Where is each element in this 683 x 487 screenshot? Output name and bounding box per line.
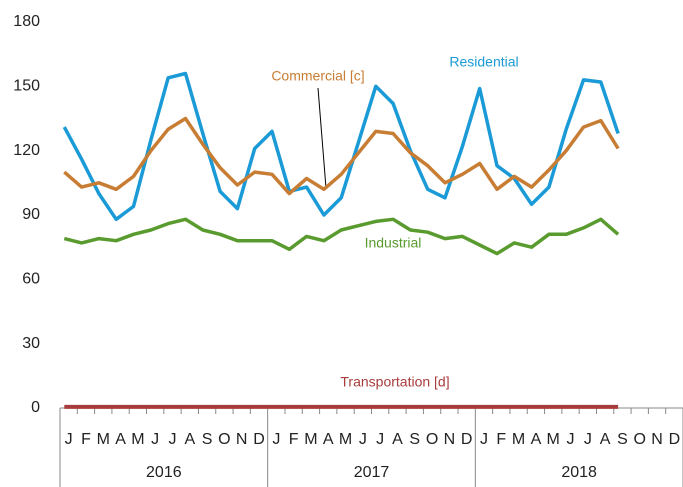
x-tick-label: M [304, 431, 317, 448]
x-tick-label: J [272, 431, 280, 448]
x-tick-label: J [168, 431, 176, 448]
x-tick-label: M [339, 431, 352, 448]
x-tick-label: A [600, 431, 611, 448]
x-tick-label: M [512, 431, 525, 448]
group-label: 2017 [354, 464, 390, 481]
x-tick-label: J [376, 431, 384, 448]
leader-line [317, 87, 327, 189]
x-tick-label: J [584, 431, 592, 448]
x-tick-label: D [461, 431, 473, 448]
x-tick-label: M [97, 431, 110, 448]
x-tick-label: N [236, 431, 248, 448]
x-tick-label: M [547, 431, 560, 448]
y-tick-label: 120 [13, 142, 40, 159]
y-tick-label: 90 [22, 206, 40, 223]
series-line [63, 116, 620, 196]
y-tick-label: 150 [13, 78, 40, 95]
x-tick-label: S [409, 431, 420, 448]
x-tick-label: J [359, 431, 367, 448]
x-tick-label: N [444, 431, 456, 448]
x-tick-label: F [496, 431, 506, 448]
x-tick-label: O [634, 431, 646, 448]
series-label: Commercial [c] [271, 68, 364, 84]
series-label: Residential [449, 54, 518, 70]
x-tick-label: A [184, 431, 195, 448]
y-tick-label: 180 [13, 13, 40, 30]
x-tick-label: J [65, 431, 73, 448]
group-label: 2016 [146, 464, 182, 481]
x-tick-label: F [289, 431, 299, 448]
x-tick-label: A [531, 431, 542, 448]
series-label: Industrial [365, 235, 422, 251]
x-tick-label: A [323, 431, 334, 448]
x-tick-label: D [669, 431, 681, 448]
y-tick-label: 30 [22, 335, 40, 352]
x-tick-label: O [218, 431, 230, 448]
y-tick-label: 0 [31, 399, 40, 416]
x-tick-label: A [115, 431, 126, 448]
series-line [63, 217, 620, 256]
x-tick-label: N [651, 431, 663, 448]
y-tick-label: 60 [22, 271, 40, 288]
x-tick-label: J [567, 431, 575, 448]
x-tick-label: D [253, 431, 265, 448]
x-tick-label: M [131, 431, 144, 448]
x-tick-label: F [81, 431, 91, 448]
x-tick-label: S [617, 431, 628, 448]
series-label: Transportation [d] [340, 374, 449, 390]
x-tick-label: J [151, 431, 159, 448]
group-label: 2018 [561, 464, 597, 481]
x-tick-label: O [426, 431, 438, 448]
series-line [62, 71, 620, 222]
x-tick-label: A [392, 431, 403, 448]
x-tick-label: S [202, 431, 213, 448]
x-tick-label: J [480, 431, 488, 448]
